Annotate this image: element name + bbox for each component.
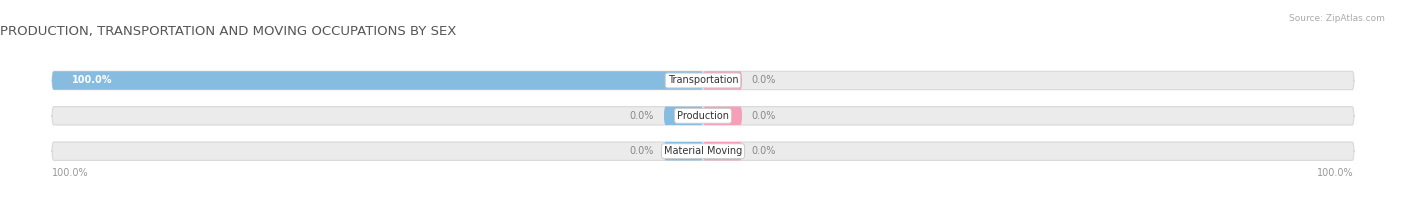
Text: 100.0%: 100.0% xyxy=(52,168,89,178)
Text: Material Moving: Material Moving xyxy=(664,146,742,156)
Text: 100.0%: 100.0% xyxy=(72,75,112,85)
Text: Production: Production xyxy=(678,111,728,121)
Text: 0.0%: 0.0% xyxy=(630,146,654,156)
FancyBboxPatch shape xyxy=(52,107,1354,125)
Text: 100.0%: 100.0% xyxy=(1317,168,1354,178)
Text: PRODUCTION, TRANSPORTATION AND MOVING OCCUPATIONS BY SEX: PRODUCTION, TRANSPORTATION AND MOVING OC… xyxy=(0,25,457,38)
FancyBboxPatch shape xyxy=(664,142,703,160)
FancyBboxPatch shape xyxy=(52,142,1354,160)
Text: 0.0%: 0.0% xyxy=(630,111,654,121)
FancyBboxPatch shape xyxy=(703,71,742,90)
Text: Source: ZipAtlas.com: Source: ZipAtlas.com xyxy=(1289,14,1385,23)
Text: 0.0%: 0.0% xyxy=(752,75,776,85)
FancyBboxPatch shape xyxy=(703,142,742,160)
FancyBboxPatch shape xyxy=(52,71,703,90)
FancyBboxPatch shape xyxy=(52,71,1354,90)
Text: Transportation: Transportation xyxy=(668,75,738,85)
FancyBboxPatch shape xyxy=(703,107,742,125)
FancyBboxPatch shape xyxy=(664,107,703,125)
Text: 0.0%: 0.0% xyxy=(752,146,776,156)
Text: 0.0%: 0.0% xyxy=(752,111,776,121)
